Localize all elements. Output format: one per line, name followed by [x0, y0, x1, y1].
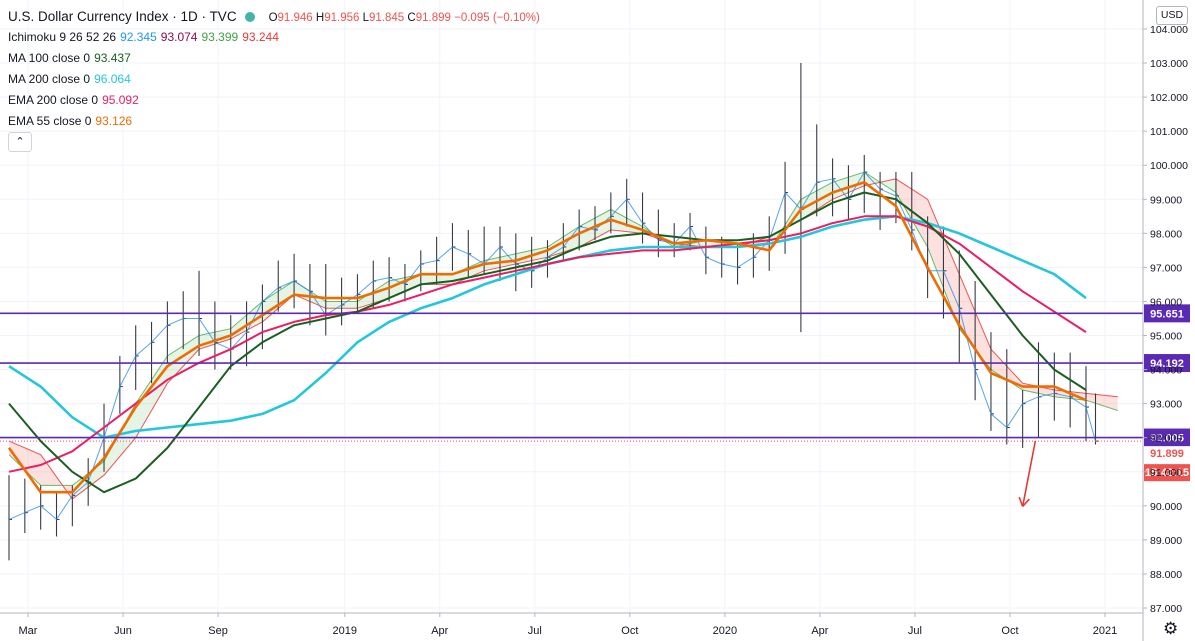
series-line [8, 215, 1087, 473]
market-status-icon [244, 12, 255, 22]
y-tick-label: 99.000 [1150, 194, 1182, 206]
x-tick-label: 2021 [1093, 625, 1117, 637]
ohlc-value-l: 91.845 [369, 12, 405, 24]
indicator-name: Ichimoku 9 26 52 26 [8, 30, 117, 44]
cloud-segment [8, 441, 41, 486]
indicator-name: MA 100 close 0 [8, 51, 91, 65]
arrow-head [1018, 496, 1024, 507]
indicator-name: EMA 55 close 0 [8, 114, 92, 128]
level-tag [1144, 354, 1190, 373]
chart-legend: U.S. Dollar Currency Index · 1D · TVC O91… [8, 6, 540, 132]
series-line [7, 181, 1087, 494]
x-tick-label: Oct [1001, 625, 1018, 637]
indicator-row[interactable]: MA 200 close 0 96.064 [8, 69, 540, 90]
indicator-value: 93.437 [94, 51, 131, 65]
cloud-segment [674, 240, 706, 247]
arrow-head [1022, 498, 1030, 508]
series-line [8, 191, 1087, 494]
y-tick-label: 96.000 [1150, 296, 1182, 308]
ohlc-value-o: 91.946 [277, 12, 313, 24]
indicator-value: 96.064 [94, 72, 131, 86]
ohlc-key-o: O [268, 12, 278, 24]
y-tick-label: 95.000 [1150, 331, 1182, 343]
y-tick-label: 100.000 [1150, 160, 1188, 172]
collapse-legend-button[interactable]: ⌃ [8, 132, 32, 152]
indicator-list: Ichimoku 9 26 52 26 92.345 93.074 93.399 93.… [8, 27, 540, 132]
indicator-name: EMA 200 close 0 [8, 93, 99, 107]
price-change: −0.095 (−0.10%) [454, 12, 540, 24]
y-tick-label: 87.000 [1150, 603, 1182, 615]
x-tick-label: Jun [114, 625, 132, 637]
y-tick-label: 98.000 [1150, 228, 1182, 240]
x-tick-label: 2019 [333, 625, 357, 637]
chart-grid [0, 0, 1143, 613]
y-tick-label: 92.000 [1150, 433, 1182, 445]
x-tick-label: Mar [19, 625, 38, 637]
arrow-shaft[interactable] [1021, 440, 1037, 507]
symbol-title: U.S. Dollar Currency Index · 1D · TVC [8, 9, 237, 24]
y-tick-label: 103.000 [1150, 58, 1188, 70]
level-tag-label: 95.651 [1150, 308, 1184, 320]
level-tag-label: 94.192 [1150, 358, 1184, 370]
horizontal-levels: 95.651 94.192 92.005 91.899 15:42:15 [0, 304, 1190, 482]
ohlc-key-h: H [315, 12, 325, 24]
y-tick-label: 101.000 [1150, 126, 1188, 138]
indicator-row[interactable]: Ichimoku 9 26 52 26 92.345 93.074 93.399 93.… [8, 27, 540, 48]
y-tick-label: 104.000 [1150, 24, 1188, 36]
y-tick-label: 93.000 [1150, 399, 1182, 411]
cloud-segment [167, 335, 200, 384]
indicator-row[interactable]: EMA 200 close 0 95.092 [8, 90, 540, 111]
annotation-arrow [1018, 440, 1037, 508]
x-tick-label: Sep [208, 625, 228, 637]
ohlc-readout: O91.946 H91.956 L91.845 C91.899 −0.095 (… [269, 12, 540, 24]
ohlc-value-c: 91.899 [415, 12, 451, 24]
countdown-label: 15:42:15 [1145, 467, 1189, 479]
ohlc-value-h: 91.956 [324, 12, 360, 24]
y-tick-label: 91.000 [1150, 467, 1182, 479]
ohlc-key-c: C [407, 12, 416, 24]
x-tick-label: Jul [528, 625, 542, 637]
level-tag [1144, 304, 1190, 323]
y-tick-label: 88.000 [1150, 569, 1182, 581]
y-tick-label: 90.000 [1150, 501, 1182, 513]
currency-label[interactable]: USD [1156, 6, 1188, 25]
indicator-lines [7, 181, 1087, 494]
y-tick-label: 97.000 [1150, 262, 1182, 274]
y-tick-label: 102.000 [1150, 92, 1188, 104]
last-price-tag [1144, 446, 1190, 462]
level-tag-label: 92.005 [1150, 433, 1184, 445]
x-tick-label: Apr [811, 625, 828, 637]
indicator-value: 92.345 [120, 30, 157, 44]
x-tick-label: Apr [431, 625, 448, 637]
indicator-value: 93.074 [160, 30, 198, 44]
x-tick-label: Oct [621, 625, 638, 637]
indicator-value: 93.126 [95, 114, 133, 128]
y-tick-label: 89.000 [1150, 535, 1182, 547]
countdown-tag [1144, 464, 1190, 482]
legend-header: U.S. Dollar Currency Index · 1D · TVC O91… [8, 6, 540, 27]
indicator-value: 93.244 [242, 30, 279, 44]
gear-icon[interactable]: ⚙ [1163, 619, 1179, 638]
indicator-name: MA 200 close 0 [8, 72, 91, 86]
level-tag [1144, 428, 1190, 447]
indicator-row[interactable]: MA 100 close 0 93.437 [8, 48, 540, 69]
ohlc-key-l: L [362, 12, 370, 24]
cloud-segment [1085, 393, 1118, 411]
last-price-label: 91.899 [1150, 448, 1184, 460]
indicator-value: 93.399 [201, 30, 239, 44]
x-tick-label: 2020 [713, 625, 737, 637]
indicator-row[interactable]: EMA 55 close 0 93.126 [8, 111, 540, 132]
indicator-value: 95.092 [102, 93, 139, 107]
x-tick-label: Jul [908, 625, 922, 637]
y-tick-label: 94.000 [1150, 365, 1182, 377]
